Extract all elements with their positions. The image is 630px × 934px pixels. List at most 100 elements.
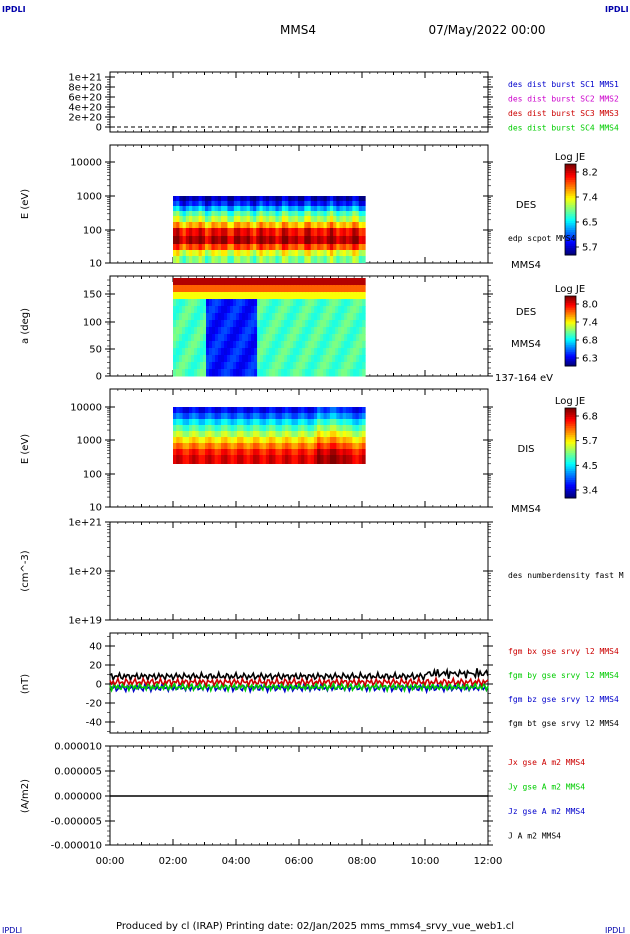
dis-energy-cell xyxy=(297,425,302,431)
des-energy-cell xyxy=(189,228,193,236)
des-energy-cell xyxy=(323,250,328,256)
des-pitch-cell xyxy=(203,362,207,370)
des-pitch-cell xyxy=(251,355,255,363)
des-pitch-cell xyxy=(275,355,279,363)
des-pitch-cell xyxy=(191,292,195,300)
dis-energy-cell xyxy=(352,413,357,419)
dis-energy-cell xyxy=(278,419,283,425)
des-energy-cell xyxy=(256,216,260,222)
dis-energy-cell xyxy=(224,455,228,464)
des-pitch-cell xyxy=(182,306,186,314)
colorbar-step xyxy=(565,191,576,195)
des-pitch-cell xyxy=(281,292,285,300)
dis-energy-cell xyxy=(329,413,334,419)
des-energy-cell xyxy=(233,236,238,244)
colorbar-step xyxy=(565,428,576,431)
des-pitch-cell xyxy=(299,348,303,356)
dis-energy-cell xyxy=(281,419,286,425)
des-energy-cell xyxy=(329,222,334,228)
des-energy-cell xyxy=(307,201,312,206)
des-energy-cell xyxy=(198,244,203,250)
des-pitch-cell xyxy=(215,341,219,349)
des-pitch-cell xyxy=(263,369,267,377)
des-pitch-cell xyxy=(215,327,219,335)
dis-energy-cell xyxy=(221,425,225,431)
des-pitch-cell xyxy=(191,313,195,321)
des-pitch-cell xyxy=(230,334,234,342)
des-energy-cell xyxy=(281,236,286,244)
dis-energy-cell xyxy=(336,407,341,413)
des-pitch-cell xyxy=(182,348,186,356)
des-energy-cell xyxy=(320,211,325,216)
des-pitch-cell xyxy=(272,313,276,321)
des-pitch-cell xyxy=(287,278,291,286)
dis-energy-cell xyxy=(281,437,286,443)
colorbar-step xyxy=(565,170,576,174)
des-pitch-cell xyxy=(350,299,354,307)
des-pitch-cell xyxy=(227,334,231,342)
des-energy-cell xyxy=(313,228,318,236)
dis-energy-cell xyxy=(230,425,235,431)
dis-energy-ytick: 1000 xyxy=(77,436,102,447)
dis-energy-cell xyxy=(307,449,312,455)
des-pitch-cell xyxy=(299,320,303,328)
dis-energy-cell xyxy=(262,407,267,413)
des-pitch-cell xyxy=(251,313,255,321)
dis-energy-cell xyxy=(275,419,280,425)
dis-energy-cell xyxy=(294,443,299,449)
colorbar-step xyxy=(565,234,576,238)
des-pitch-cell xyxy=(281,355,285,363)
des-pitch-cell xyxy=(314,369,318,377)
colorbar-step xyxy=(565,466,576,470)
dis-energy-cell xyxy=(189,443,193,449)
des-pitch-cell xyxy=(215,306,219,314)
des-pitch-cell xyxy=(305,341,309,349)
dis-energy-cell xyxy=(355,419,360,425)
des-pitch-cell xyxy=(332,369,336,377)
dis-energy-cell xyxy=(211,437,216,443)
colorbar-step xyxy=(565,313,576,316)
dis-energy-cell xyxy=(256,413,260,419)
des-energy-cell xyxy=(326,256,331,263)
dis-energy-cell xyxy=(205,413,209,419)
des-energy-cell xyxy=(249,228,254,236)
panel-burst xyxy=(109,71,489,133)
des-pitch-cell xyxy=(233,278,237,286)
dis-energy-cell xyxy=(352,437,357,443)
des-pitch-cell xyxy=(359,292,363,300)
des-pitch-cell xyxy=(338,292,342,300)
dis-energy-cell xyxy=(214,437,219,443)
des-energy-cell xyxy=(285,250,289,256)
des-pitch-cell xyxy=(197,299,201,307)
colorbar-step xyxy=(565,211,576,215)
des-energy-cell xyxy=(320,206,325,211)
dis-energy-cell xyxy=(189,419,193,425)
dis-energy-cell xyxy=(361,437,366,443)
colorbar-step xyxy=(565,204,576,208)
colorbar-step xyxy=(565,453,576,456)
fgm-legend-item: fgm bz gse srvy l2 MMS4 xyxy=(508,695,619,704)
des-pitch-cell xyxy=(191,278,195,286)
des-energy-cell xyxy=(339,216,344,222)
des-energy-cell xyxy=(230,216,235,222)
des-energy-cell xyxy=(329,206,334,211)
dis-energy-cell xyxy=(323,437,328,443)
dis-energy-cell xyxy=(205,449,209,455)
des-pitch-cell xyxy=(245,306,249,314)
des-energy-cell xyxy=(291,244,296,250)
des-energy-cell xyxy=(281,216,286,222)
dis-energy-cell xyxy=(176,449,180,455)
burst-ytick: 0 xyxy=(96,123,102,134)
des-pitch-cell xyxy=(305,327,309,335)
dis-energy-cell xyxy=(185,443,190,449)
des-pitch-cell xyxy=(242,285,246,293)
current-ytick: 0.000000 xyxy=(54,792,102,803)
des-pitch-cell xyxy=(329,327,333,335)
des-pitch-cell xyxy=(236,278,240,286)
des-pitch-cell xyxy=(332,362,336,370)
dis-energy-cell xyxy=(285,407,289,413)
des-energy-cell xyxy=(237,211,241,216)
des-energy-cell xyxy=(211,206,216,211)
des-energy-cell xyxy=(195,256,200,263)
des-pitch-cell xyxy=(359,341,363,349)
